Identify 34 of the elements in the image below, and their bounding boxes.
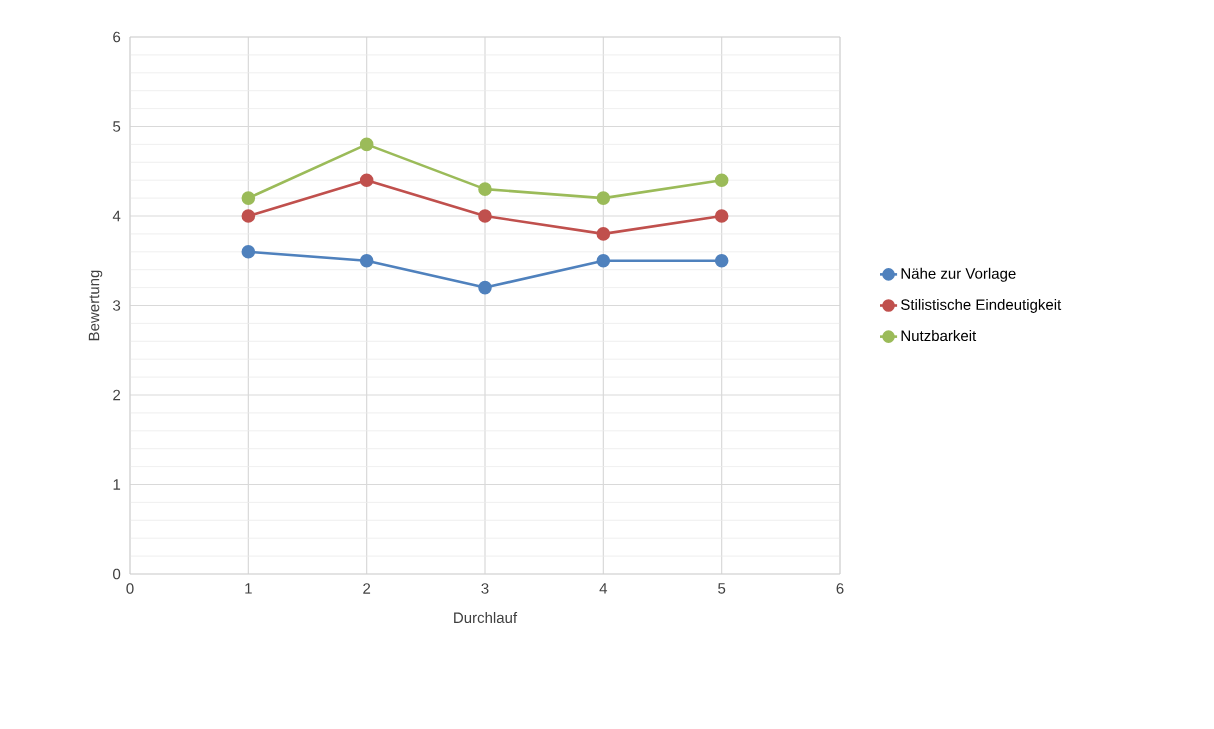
point [359,137,374,152]
point [596,227,611,241]
x-tick-label: 6 [836,583,844,594]
x-tick-label: 1 [245,583,252,594]
y-tick-label: 0 [113,568,121,580]
point [714,253,729,268]
x-tick-label: 2 [363,583,371,594]
point [714,173,729,187]
y-tick-label: 3 [113,300,121,311]
point [241,209,256,223]
point [359,173,374,187]
point [478,182,492,196]
y-tick-label: 2 [113,389,121,401]
y-tick-label: 4 [112,210,121,222]
point [241,245,256,259]
point [596,253,611,268]
y-tick-label: 5 [113,121,121,132]
x-axis-title: Durchlauf [454,612,518,624]
point [359,253,374,268]
point [241,191,256,205]
legend-label: Nutzbarkeit [901,330,977,342]
legend-label: Stilistische Eindeutigkeit [901,298,1062,313]
y-tick-label: 1 [113,479,121,490]
x-tick-label: 3 [481,583,489,594]
point [596,191,611,205]
x-tick-label: 5 [718,583,726,594]
x-tick-label: 0 [126,583,134,594]
point [478,209,492,223]
legend-label: Nähe zur Vorlage [901,267,1016,282]
point [714,209,729,223]
y-tick-label: 6 [113,31,121,43]
x-tick-label: 4 [599,583,608,594]
y-axis-title: Bewertung [88,270,103,341]
point [478,280,492,295]
